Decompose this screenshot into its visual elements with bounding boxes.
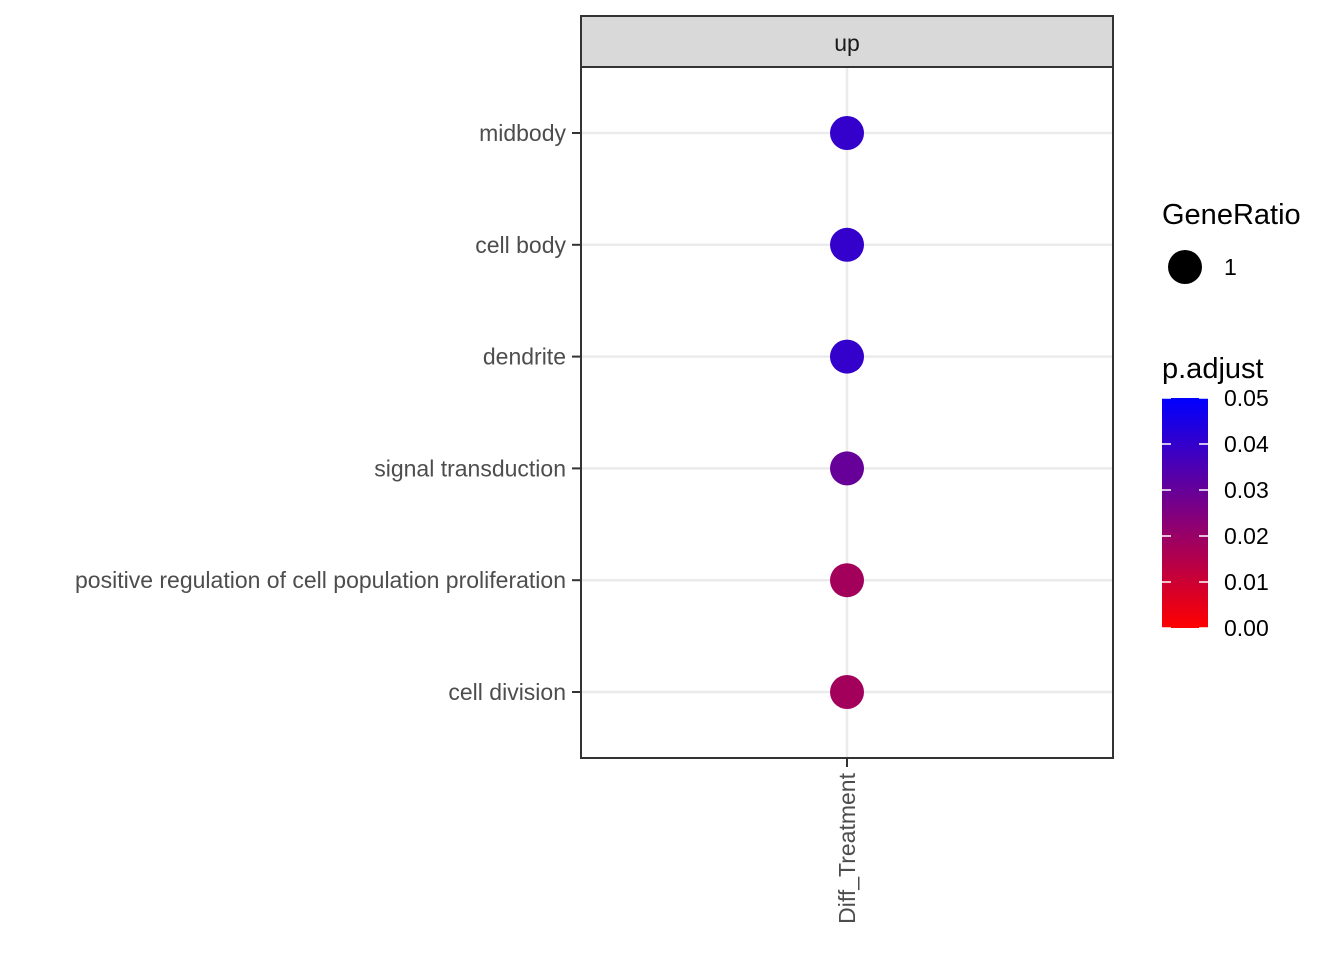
y-tick-label: signal transduction [374, 455, 566, 481]
data-points [830, 116, 864, 709]
facet-strip: up [580, 15, 1114, 68]
size-legend-title: GeneRatio [1162, 199, 1301, 231]
data-point [830, 675, 864, 709]
color-legend-bar [1162, 398, 1208, 628]
data-point [830, 227, 864, 262]
y-tick-label: midbody [479, 120, 566, 146]
color-legend-tick-label: 0.01 [1224, 569, 1269, 595]
x-tick-label: Diff_Treatment [834, 772, 860, 923]
color-legend-tick-label: 0.00 [1224, 615, 1269, 641]
size-legend-label: 1 [1224, 254, 1237, 280]
color-legend-title: p.adjust [1162, 353, 1264, 385]
data-point [830, 116, 864, 150]
size-legend-key [1168, 250, 1202, 284]
data-point [830, 339, 864, 374]
color-legend-tick-label: 0.05 [1224, 385, 1269, 411]
color-legend-tick-label: 0.04 [1224, 431, 1269, 457]
data-point [830, 451, 864, 486]
x-axis: Diff_Treatment [834, 758, 860, 924]
y-tick-label: dendrite [483, 344, 566, 370]
color-legend-tick-label: 0.03 [1224, 477, 1269, 503]
color-legend-ticks: 0.05 0.04 0.03 0.02 0.01 0.00 [1162, 385, 1269, 641]
size-legend: GeneRatio 1 [1162, 199, 1301, 284]
facet-strip-background [580, 15, 1114, 68]
y-tick-label: cell body [475, 232, 566, 258]
y-tick-label: cell division [448, 679, 566, 705]
color-legend-tick-label: 0.02 [1224, 523, 1269, 549]
color-legend: p.adjust 0.05 0.04 0.03 0.02 0.01 0.00 [1162, 353, 1269, 641]
y-axis: midbody cell body dendrite signal transduct… [75, 120, 581, 705]
data-point [830, 563, 864, 598]
facet-strip-label: up [834, 30, 860, 56]
y-tick-label: positive regulation of cell population p… [75, 567, 566, 593]
